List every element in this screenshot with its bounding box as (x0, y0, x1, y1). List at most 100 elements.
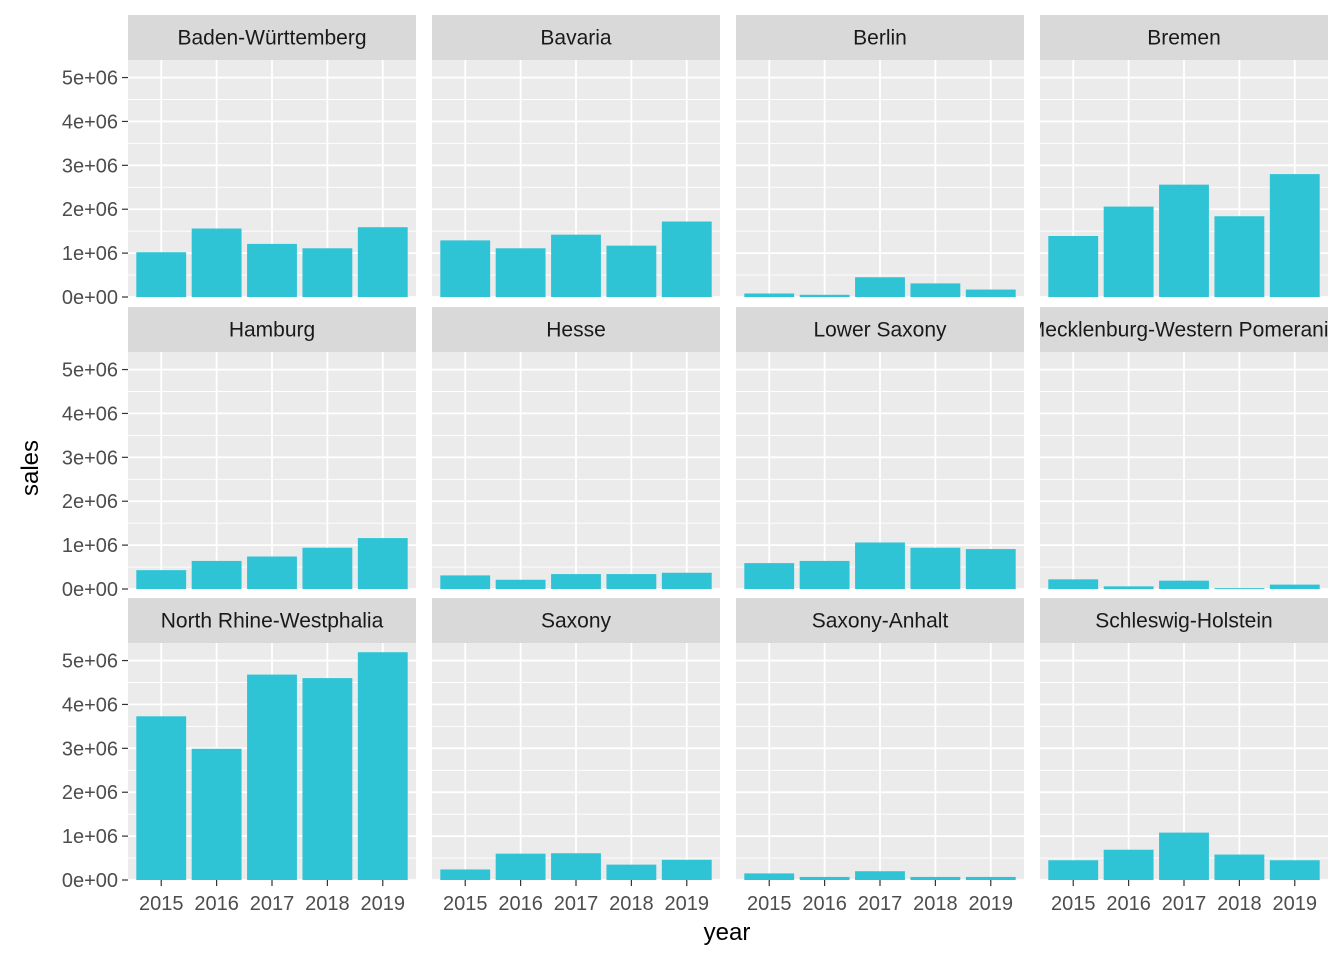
bar (910, 283, 961, 297)
bar (357, 227, 408, 297)
facet-strip-label: Mecklenburg-Western Pomerania (1028, 319, 1341, 342)
facet-strip-label: Schleswig-Holstein (1095, 610, 1272, 633)
facet-strip-label: Berlin (853, 27, 907, 50)
bar (1159, 184, 1209, 297)
bar (661, 859, 712, 880)
bar (1048, 860, 1099, 880)
bar (136, 570, 187, 589)
facet-strip (432, 307, 720, 352)
facet-strip (128, 307, 416, 352)
facet-strip-label: Hamburg (229, 319, 315, 342)
bar (855, 277, 905, 297)
y-tick-label: 0e+00 (62, 287, 118, 309)
bar (551, 574, 601, 589)
bar (302, 678, 353, 880)
bar (606, 864, 657, 880)
bar (1048, 235, 1099, 297)
x-tick-label: 2015 (747, 893, 792, 915)
x-tick-label: 2017 (250, 893, 295, 915)
facet-panel: Baden-Württemberg 0e+00 1e+06 2e+06 3e+06 4e+… (62, 15, 416, 309)
facet-strip-label: Saxony-Anhalt (812, 610, 949, 633)
y-tick-label: 1e+06 (62, 243, 118, 265)
bar (744, 293, 795, 297)
bar (855, 542, 905, 589)
x-tick-label: 2016 (1106, 893, 1151, 915)
bar (1159, 580, 1209, 589)
y-tick-label: 5e+06 (62, 68, 118, 90)
y-tick-label: 1e+06 (62, 826, 118, 848)
bar (551, 853, 601, 880)
bar (799, 876, 850, 880)
y-tick-label: 2e+06 (62, 491, 118, 513)
bar (495, 579, 546, 589)
y-tick-label: 3e+06 (62, 738, 118, 760)
x-tick-label: 2015 (139, 893, 184, 915)
x-tick-label: 2019 (665, 893, 710, 915)
facet-strip (128, 15, 416, 60)
bar (1159, 832, 1209, 880)
x-tick-label: 2016 (194, 893, 239, 915)
facet-strip (432, 15, 720, 60)
bar (1269, 174, 1320, 297)
facet-strip-label: Baden-Württemberg (177, 27, 366, 50)
facet-panel: Hesse (432, 307, 720, 590)
bar (357, 652, 408, 880)
x-tick-label: 2018 (305, 893, 350, 915)
facet-panel: Lower Saxony (736, 307, 1024, 590)
y-tick-label: 5e+06 (62, 360, 118, 382)
bar (247, 674, 297, 880)
x-tick-label: 2019 (361, 893, 406, 915)
bar (1214, 854, 1265, 880)
x-tick-label: 2017 (554, 893, 599, 915)
bar (440, 575, 491, 589)
y-tick-label: 3e+06 (62, 155, 118, 177)
y-tick-label: 0e+00 (62, 870, 118, 892)
bar (1103, 586, 1154, 589)
facet-strip (128, 598, 416, 643)
x-tick-label: 2019 (969, 893, 1014, 915)
bar (191, 228, 242, 297)
bar (551, 234, 601, 297)
x-tick-label: 2018 (1217, 893, 1262, 915)
y-tick-label: 5e+06 (62, 651, 118, 673)
bar (661, 572, 712, 589)
bar (495, 853, 546, 880)
bar (855, 871, 905, 880)
facet-strip (736, 598, 1024, 643)
facet-strip-label: North Rhine-Westphalia (161, 610, 384, 633)
facet-strip (736, 307, 1024, 352)
facet-strip (432, 598, 720, 643)
x-tick-label: 2018 (913, 893, 958, 915)
bar (440, 869, 491, 880)
facet-panel: Bremen (1040, 15, 1328, 298)
y-tick-label: 1e+06 (62, 535, 118, 557)
bar (136, 252, 187, 297)
y-tick-label: 0e+00 (62, 579, 118, 601)
facet-panel: Hamburg 0e+00 1e+06 2e+06 3e+06 4e+06 5e+06 (62, 307, 416, 601)
bar (799, 294, 850, 297)
bar (191, 560, 242, 589)
facet-strip (736, 15, 1024, 60)
y-tick-label: 2e+06 (62, 782, 118, 804)
facet-strip (1040, 307, 1328, 352)
bar (1214, 216, 1265, 297)
facet-panel: Saxony 2015 2016 2017 2018 2019 (432, 598, 720, 915)
facet-strip (1040, 598, 1328, 643)
bar (744, 873, 795, 880)
bar (440, 240, 491, 297)
x-tick-label: 2015 (443, 893, 488, 915)
bar (1269, 584, 1320, 589)
bar (661, 221, 712, 297)
facet-strip-label: Bavaria (540, 27, 612, 50)
bar (965, 876, 1016, 880)
facet-panel: Schleswig-Holstein 2015 2016 2017 2018 2019 (1040, 598, 1328, 915)
x-tick-label: 2017 (858, 893, 903, 915)
bar (1214, 588, 1265, 589)
x-tick-label: 2016 (498, 893, 543, 915)
bar (606, 574, 657, 589)
x-tick-label: 2016 (802, 893, 847, 915)
facet-strip-label: Bremen (1147, 27, 1221, 50)
bar (302, 248, 353, 297)
facet-panel: North Rhine-Westphalia 0e+00 1e+06 2e+06 3e+… (62, 598, 416, 915)
